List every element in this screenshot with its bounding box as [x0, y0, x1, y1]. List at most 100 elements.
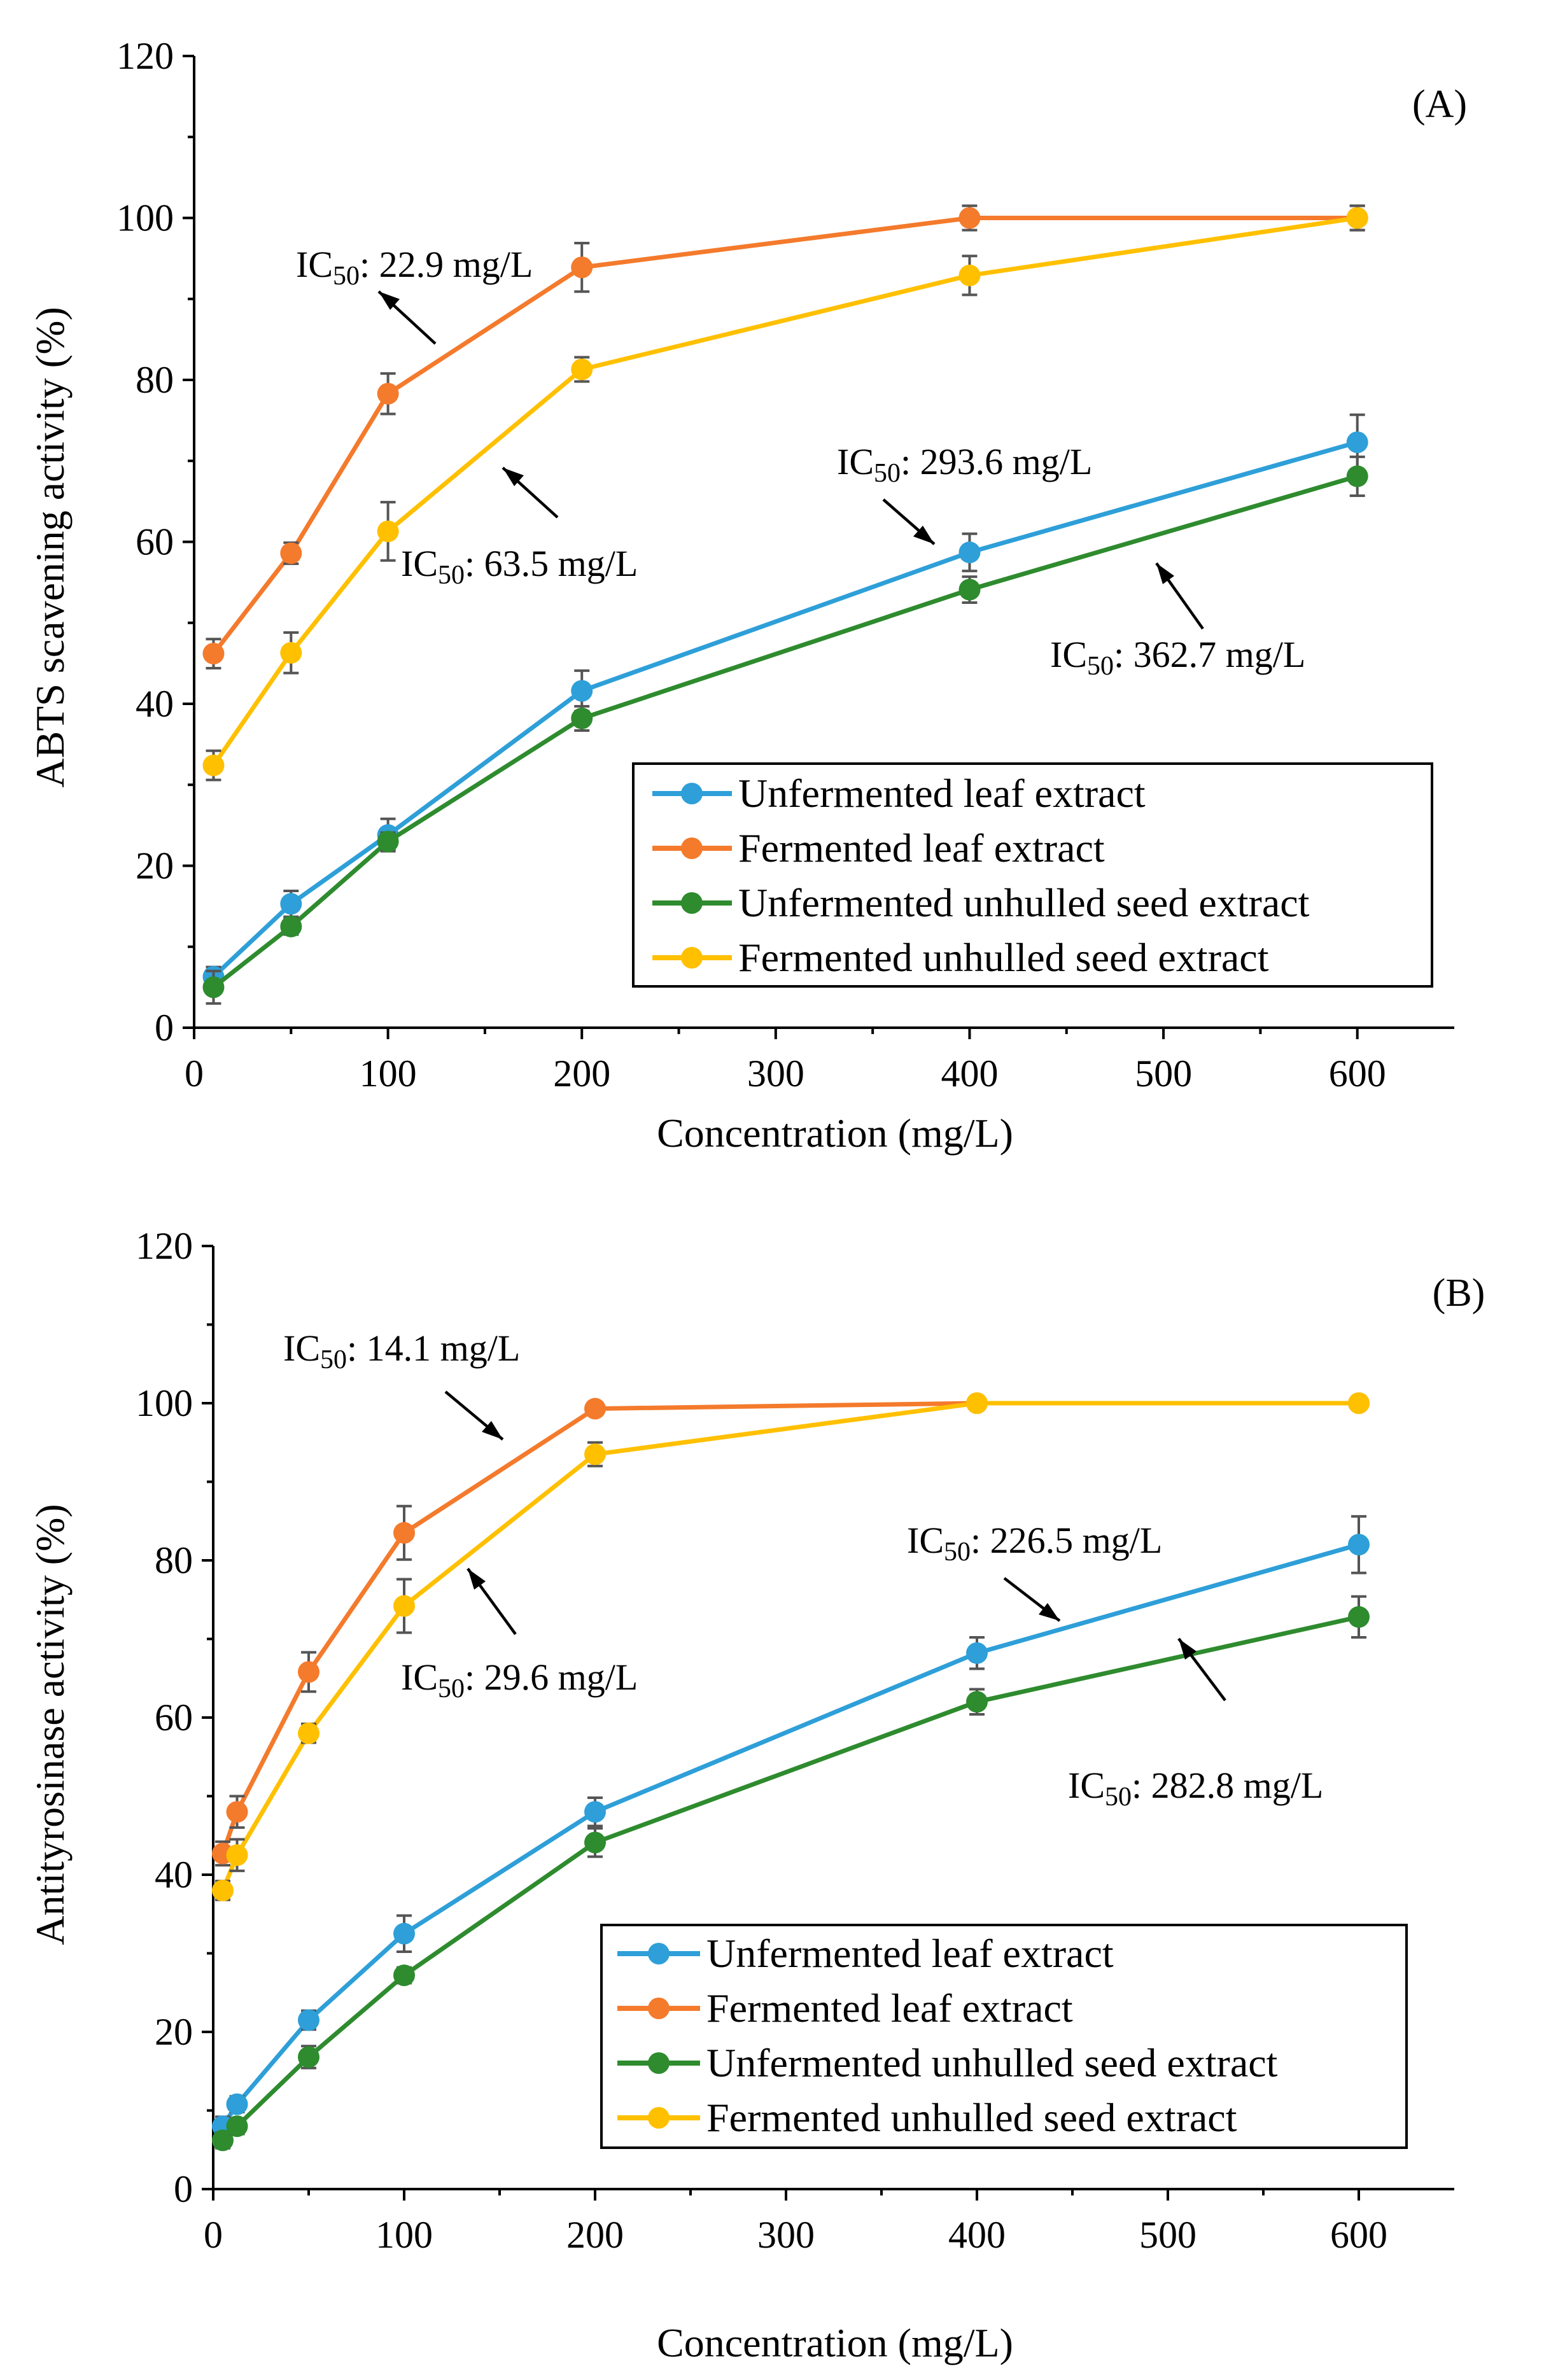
y-tick-label: 20: [136, 845, 174, 887]
data-point: [1346, 465, 1368, 487]
x-tick-label: 600: [1329, 1053, 1386, 1095]
data-point: [1346, 431, 1368, 453]
data-point: [958, 542, 981, 564]
svg-text:IC50: 29.6 mg/L: IC50: 29.6 mg/L: [401, 1656, 638, 1704]
annotation-prefix: IC: [401, 543, 438, 584]
data-point: [202, 976, 225, 998]
panel-b-legend: Unfermented leaf extract Fermented leaf …: [600, 1924, 1408, 2149]
legend-marker: [681, 892, 703, 914]
data-point: [571, 256, 593, 279]
annotation-value: : 22.9 mg/L: [360, 244, 533, 285]
panel-b-annotation-4: IC50: 282.8 mg/L: [1068, 1637, 1323, 1812]
panel-b-series-4: [212, 1392, 1370, 1901]
annotation-subscript: 50: [874, 459, 901, 488]
annotation-subscript: 50: [333, 262, 360, 291]
panel-b-x-axis-title: Concentration (mg/L): [657, 2320, 1013, 2365]
panel-b-plot-area: 0 20 40 60 80 100 120 0 100 200 300 400 500 600: [136, 1225, 1454, 2256]
annotation-prefix: IC: [296, 244, 333, 285]
panel-a-legend: Unfermented leaf extract Fermented leaf …: [632, 762, 1433, 988]
legend-marker: [648, 2107, 670, 2129]
panel-a-annotation-2: IC50: 63.5 mg/L: [401, 466, 638, 590]
series-line: [212, 440, 1358, 979]
legend-label: Unfermented leaf extract: [738, 771, 1146, 816]
panel-a-x-axis-title: Concentration (mg/L): [657, 1110, 1013, 1156]
legend-entry-unfermented-seed: Unfermented unhulled seed extract: [617, 2040, 1278, 2085]
svg-text:IC50: 293.6 mg/L: IC50: 293.6 mg/L: [837, 441, 1092, 488]
panel-a-series-3: [202, 455, 1368, 1005]
legend-marker: [681, 783, 703, 804]
legend-entry-fermented-seed: Fermented unhulled seed extract: [652, 935, 1269, 980]
x-tick-label: 0: [204, 2214, 223, 2256]
legend-entry-unfermented-seed: Unfermented unhulled seed extract: [652, 880, 1310, 925]
data-point: [584, 1801, 606, 1823]
data-point: [226, 2115, 248, 2138]
panel-a-plot-area: 0 20 40 60 80 100 120 0 100 200 300 400 500 600: [116, 35, 1454, 1095]
data-point: [212, 2129, 234, 2152]
legend-label: Fermented unhulled seed extract: [738, 935, 1269, 980]
data-point: [393, 1922, 415, 1945]
annotation-subscript: 50: [438, 1674, 465, 1704]
data-point: [584, 1831, 606, 1854]
annotation-subscript: 50: [320, 1345, 347, 1375]
data-point: [1346, 207, 1368, 229]
series-line: [211, 216, 1358, 767]
data-point: [571, 707, 593, 729]
legend-entry-fermented-leaf: Fermented leaf extract: [617, 1985, 1073, 2031]
x-tick-label: 0: [185, 1053, 204, 1095]
legend-entry-unfermented-leaf: Unfermented leaf extract: [617, 1931, 1114, 1976]
data-point: [958, 578, 981, 601]
annotation-value: : 29.6 mg/L: [465, 1656, 638, 1698]
data-point: [1348, 1392, 1370, 1414]
data-point: [212, 1879, 234, 1901]
y-tick-label: 100: [116, 197, 174, 239]
svg-text:IC50: 226.5 mg/L: IC50: 226.5 mg/L: [907, 1520, 1162, 1567]
data-point: [958, 264, 981, 286]
data-point: [571, 358, 593, 381]
panel-b-annotation-2: IC50: 29.6 mg/L: [401, 1567, 638, 1704]
data-point: [966, 1642, 988, 1664]
legend-marker: [648, 2052, 670, 2074]
data-point: [226, 2093, 248, 2115]
annotation-value: : 63.5 mg/L: [465, 543, 638, 584]
annotation-arrowhead: [482, 1421, 503, 1439]
y-tick-label: 80: [155, 1539, 193, 1581]
y-tick-label: 60: [155, 1697, 193, 1739]
panel-b-chart: 0 20 40 60 80 100 120 0 100 200 300 400 500 600 (B) C…: [27, 1225, 1485, 2365]
data-point: [584, 1397, 606, 1420]
x-tick-label: 300: [747, 1053, 804, 1095]
panel-b-y-axis-title: Antityrosinase activity (%): [27, 1504, 73, 1945]
data-point: [958, 207, 981, 229]
annotation-value: : 293.6 mg/L: [901, 441, 1092, 482]
legend-label: Unfermented unhulled seed extract: [738, 880, 1310, 925]
annotation-arrowhead: [379, 291, 400, 310]
x-tick-label: 500: [1139, 2214, 1197, 2256]
legend-entry-unfermented-leaf: Unfermented leaf extract: [652, 771, 1146, 816]
data-point: [226, 1844, 248, 1866]
series-line: [212, 474, 1358, 990]
annotation-arrowhead: [1179, 1639, 1197, 1660]
annotation-subscript: 50: [438, 561, 465, 590]
series-line: [211, 216, 1358, 655]
panel-a-label: (A): [1412, 83, 1467, 126]
data-point: [202, 754, 225, 776]
panel-b-annotation-3: IC50: 226.5 mg/L: [907, 1520, 1162, 1622]
y-tick-label: 80: [136, 359, 174, 401]
data-point: [298, 2009, 319, 2031]
legend-label: Fermented leaf extract: [706, 1985, 1073, 2031]
annotation-value: : 362.7 mg/L: [1114, 634, 1305, 675]
svg-text:IC50: 63.5 mg/L: IC50: 63.5 mg/L: [401, 543, 638, 590]
panel-b-annotation-1: IC50: 14.1 mg/L: [283, 1327, 520, 1441]
x-tick-label: 400: [941, 1053, 998, 1095]
legend-entry-fermented-leaf: Fermented leaf extract: [652, 825, 1105, 871]
data-point: [966, 1691, 988, 1713]
svg-text:IC50: 22.9 mg/L: IC50: 22.9 mg/L: [296, 244, 533, 291]
panel-a-series-4: [202, 204, 1368, 781]
panel-a-annotation-3: IC50: 293.6 mg/L: [837, 441, 1092, 545]
annotation-subscript: 50: [1105, 1782, 1132, 1812]
data-point: [280, 542, 302, 564]
y-tick-label: 120: [136, 1225, 193, 1267]
y-tick-label: 100: [136, 1382, 193, 1424]
panel-a-annotation-4: IC50: 362.7 mg/L: [1050, 562, 1305, 681]
data-point: [393, 1522, 415, 1544]
legend-label: Fermented leaf extract: [738, 825, 1105, 871]
